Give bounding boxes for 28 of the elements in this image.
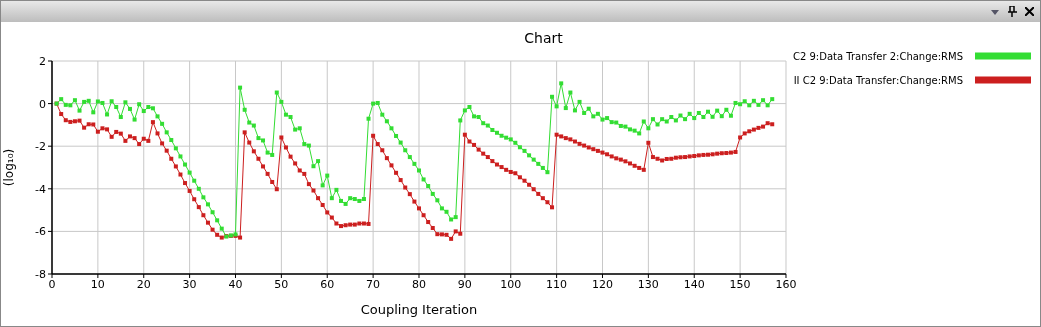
y-tick-label: 0: [39, 97, 46, 111]
x-tick-label: 50: [274, 277, 289, 291]
x-tick-label: 10: [90, 277, 105, 291]
x-tick-label: 90: [457, 277, 472, 291]
text: II C2 9:Data Transfer:Change:RMS: [793, 74, 963, 86]
y-tick-label: -2: [35, 140, 46, 154]
text: C2 9:Data Transfer 2:Change:RMS: [792, 50, 963, 62]
chart-title: Chart: [523, 30, 564, 46]
x-tick-label: 60: [320, 277, 335, 291]
x-tick-label: 0: [48, 277, 56, 291]
x-tick-label: 120: [591, 277, 613, 291]
x-tick-label: 30: [182, 277, 197, 291]
y-tick-label: 2: [39, 54, 46, 68]
x-tick-label: 20: [136, 277, 151, 291]
x-tick-label: 40: [228, 277, 243, 291]
x-tick-label: 110: [546, 277, 568, 291]
x-tick-label: 140: [683, 277, 705, 291]
x-tick-label: 80: [411, 277, 426, 291]
x-tick-label: 160: [775, 277, 797, 291]
y-tick-label: -8: [35, 267, 46, 281]
x-axis-title: Coupling Iteration: [360, 302, 478, 317]
x-tick-label: 100: [500, 277, 522, 291]
y-tick-label: -4: [35, 182, 46, 196]
x-tick-label: 150: [729, 277, 751, 291]
y-axis-title: (log₁₀): [2, 148, 17, 187]
x-tick-label: 70: [366, 277, 381, 291]
x-tick-label: 130: [637, 277, 659, 291]
y-tick-label: -6: [35, 225, 46, 239]
